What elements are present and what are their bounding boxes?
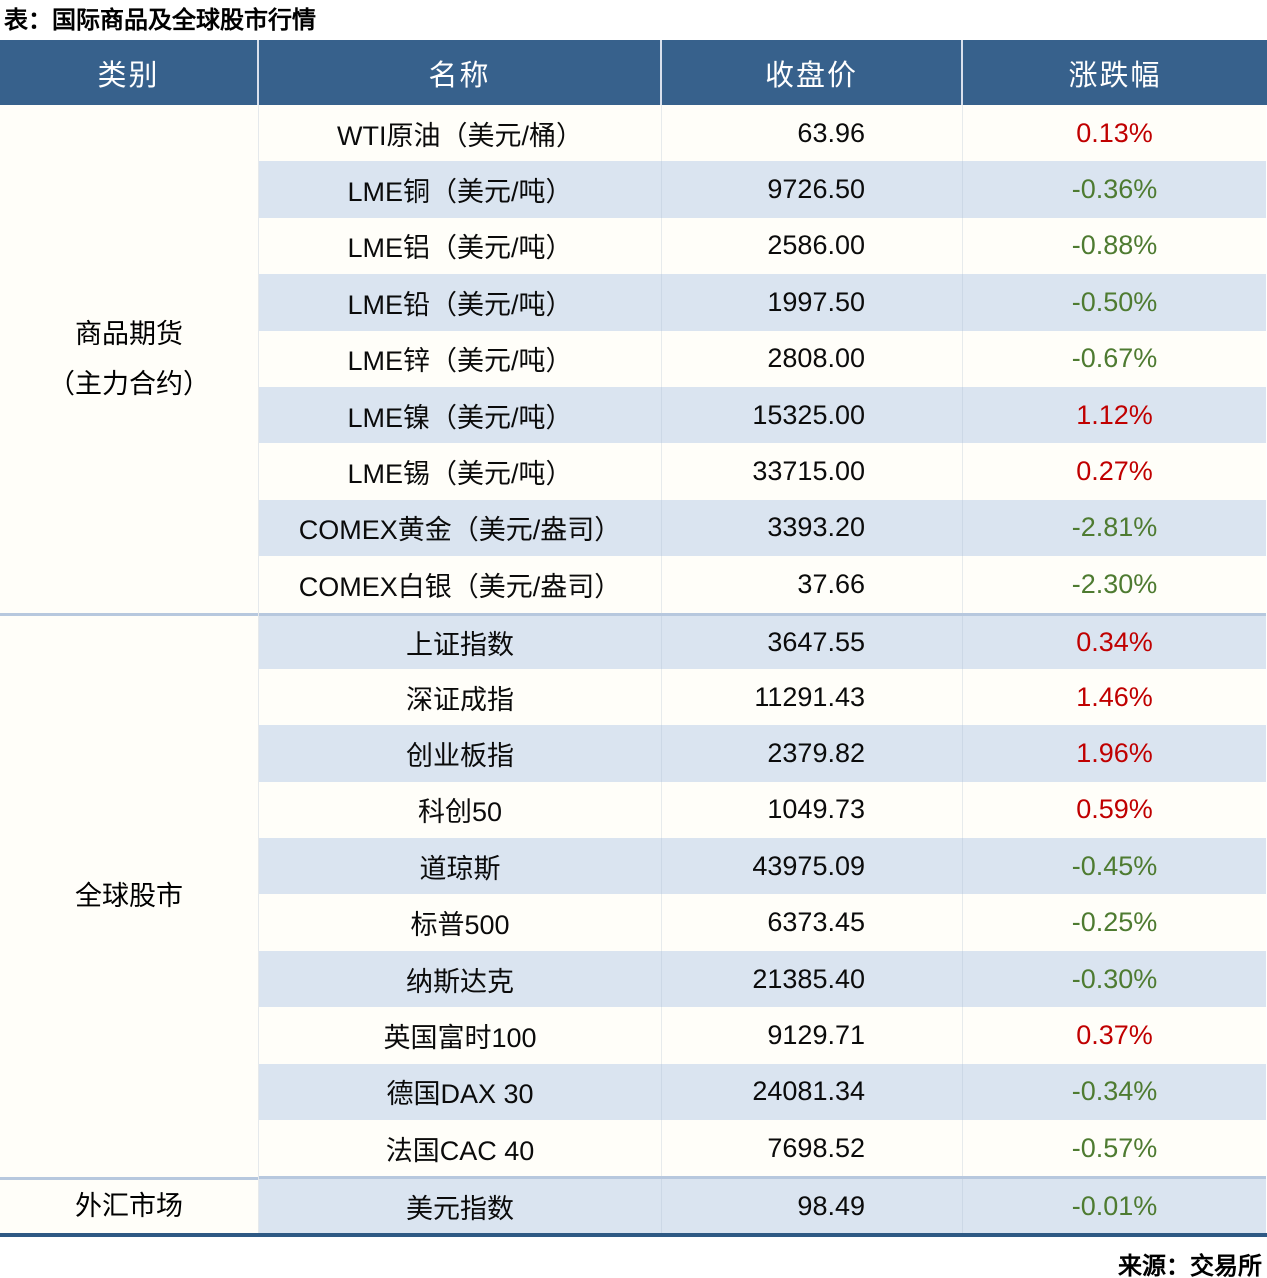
close-price-value: 37.66 <box>662 556 963 613</box>
table-row: 美元指数 98.49 -0.01% <box>259 1176 1266 1233</box>
table-title: 表：国际商品及全球股市行情 <box>4 7 316 34</box>
table-row: LME锌（美元/吨） 2808.00 -0.67% <box>259 330 1266 387</box>
instrument-name: 法国CAC 40 <box>259 1120 662 1177</box>
table-row: LME铅（美元/吨） 1997.50 -0.50% <box>259 274 1266 331</box>
change-percent-value: -0.30% <box>1071 963 1158 994</box>
close-price-value: 21385.40 <box>662 950 963 1008</box>
close-price-value: 33715.00 <box>662 443 963 500</box>
instrument-name: 英国富时100 <box>259 1007 662 1064</box>
change-percent-value: -0.34% <box>1071 1076 1158 1107</box>
table-row: 标普500 6373.45 -0.25% <box>259 894 1266 951</box>
table-body: 商品期货 （主力合约） 全球股市外汇市场 WTI原油（美元/桶） 63.96 0.1… <box>0 105 1267 1237</box>
close-price-value: 9129.71 <box>662 1007 963 1064</box>
table-row: WTI原油（美元/桶） 63.96 0.13% <box>259 105 1266 162</box>
table-row: 科创50 1049.73 0.59% <box>259 781 1266 839</box>
market-table: 类别 名称 收盘价 涨跌幅 商品期货 （主力合约） 全球股市外汇市场 WTI原油（美… <box>0 40 1267 1237</box>
change-percent-value: -0.50% <box>1071 286 1158 317</box>
change-percent-value: 1.46% <box>1076 681 1153 712</box>
category-column: 商品期货 （主力合约） 全球股市外汇市场 <box>0 105 259 1233</box>
table-row: 道琼斯 43975.09 -0.45% <box>259 838 1266 895</box>
table-row: 创业板指 2379.82 1.96% <box>259 725 1266 782</box>
change-percent-value: -0.01% <box>1071 1190 1158 1221</box>
instrument-name: LME锡（美元/吨） <box>259 443 662 500</box>
change-percent-value: 0.34% <box>1076 626 1153 657</box>
change-percent-value: 0.13% <box>1076 117 1153 148</box>
change-percent-value: -2.81% <box>1071 512 1158 543</box>
close-price-value: 7698.52 <box>662 1120 963 1177</box>
header-name: 名称 <box>259 40 662 105</box>
instrument-name: LME铜（美元/吨） <box>259 161 662 218</box>
table-row: 法国CAC 40 7698.52 -0.57% <box>259 1120 1266 1177</box>
change-percent-value: -0.45% <box>1071 850 1158 881</box>
close-price-value: 3393.20 <box>662 499 963 557</box>
table-row: 纳斯达克 21385.40 -0.30% <box>259 950 1266 1008</box>
instrument-name: 创业板指 <box>259 725 662 782</box>
table-row: 上证指数 3647.55 0.34% <box>259 612 1266 669</box>
table-row: 德国DAX 30 24081.34 -0.34% <box>259 1063 1266 1121</box>
category-label-line: （主力合约） <box>48 368 210 399</box>
change-percent-value: 0.37% <box>1076 1019 1153 1050</box>
close-price-value: 9726.50 <box>662 161 963 218</box>
change-percent-value: -0.25% <box>1071 907 1158 938</box>
category-label-line: 商品期货 <box>75 318 183 349</box>
change-percent-value: -0.57% <box>1071 1132 1158 1163</box>
close-price-value: 2808.00 <box>662 330 963 387</box>
instrument-name: 上证指数 <box>259 615 662 669</box>
close-price-value: 98.49 <box>662 1179 963 1233</box>
change-percent-value: 1.96% <box>1076 737 1153 768</box>
table-row: 深证成指 11291.43 1.46% <box>259 668 1266 726</box>
close-price-value: 24081.34 <box>662 1063 963 1121</box>
close-price-value: 63.96 <box>662 105 963 162</box>
close-price-value: 1997.50 <box>662 274 963 331</box>
instrument-name: 科创50 <box>259 781 662 839</box>
instrument-name: LME镍（美元/吨） <box>259 386 662 444</box>
close-price-value: 1049.73 <box>662 781 963 839</box>
change-percent-value: -0.88% <box>1071 230 1158 261</box>
instrument-name: 美元指数 <box>259 1179 662 1233</box>
data-rows: WTI原油（美元/桶） 63.96 0.13% LME铜（美元/吨） 9726.… <box>259 105 1266 1233</box>
table-row: LME锡（美元/吨） 33715.00 0.27% <box>259 443 1266 500</box>
close-price-value: 2586.00 <box>662 217 963 275</box>
table-header-row: 类别 名称 收盘价 涨跌幅 <box>0 40 1267 105</box>
category-cell: 外汇市场 <box>0 1176 258 1233</box>
change-percent-value: 0.27% <box>1076 456 1153 487</box>
category-label-line: 全球股市 <box>75 881 183 912</box>
change-percent-value: 1.12% <box>1076 399 1153 430</box>
close-price-value: 15325.00 <box>662 386 963 444</box>
close-price-value: 2379.82 <box>662 725 963 782</box>
instrument-name: 纳斯达克 <box>259 950 662 1008</box>
change-percent-value: 0.59% <box>1076 794 1153 825</box>
header-change-percent: 涨跌幅 <box>1068 59 1162 92</box>
close-price-value: 43975.09 <box>662 838 963 895</box>
instrument-name: 标普500 <box>259 894 662 951</box>
change-percent-value: -0.36% <box>1071 174 1158 205</box>
change-percent-value: -2.30% <box>1071 568 1158 599</box>
instrument-name: WTI原油（美元/桶） <box>259 105 662 162</box>
category-cell: 商品期货 （主力合约） <box>0 105 258 613</box>
instrument-name: LME铝（美元/吨） <box>259 217 662 275</box>
category-cell: 全球股市 <box>0 612 258 1177</box>
table-row: COMEX白银（美元/盎司） 37.66 -2.30% <box>259 556 1266 613</box>
instrument-name: 道琼斯 <box>259 838 662 895</box>
instrument-name: LME锌（美元/吨） <box>259 330 662 387</box>
instrument-name: COMEX黄金（美元/盎司） <box>259 499 662 557</box>
close-price-value: 6373.45 <box>662 894 963 951</box>
header-close-price: 收盘价 <box>662 40 963 105</box>
table-row: LME镍（美元/吨） 15325.00 1.12% <box>259 386 1266 444</box>
change-percent-value: -0.67% <box>1071 343 1158 374</box>
header-category: 类别 <box>0 40 259 105</box>
close-price-value: 3647.55 <box>662 615 963 669</box>
instrument-name: LME铅（美元/吨） <box>259 274 662 331</box>
source-note: 来源：交易所 <box>1118 1252 1262 1278</box>
instrument-name: 德国DAX 30 <box>259 1063 662 1121</box>
table-row: LME铜（美元/吨） 9726.50 -0.36% <box>259 161 1266 218</box>
category-label-line: 外汇市场 <box>75 1191 183 1222</box>
instrument-name: 深证成指 <box>259 668 662 726</box>
instrument-name: COMEX白银（美元/盎司） <box>259 556 662 613</box>
close-price-value: 11291.43 <box>662 668 963 726</box>
table-row: LME铝（美元/吨） 2586.00 -0.88% <box>259 217 1266 275</box>
table-row: 英国富时100 9129.71 0.37% <box>259 1007 1266 1064</box>
table-row: COMEX黄金（美元/盎司） 3393.20 -2.81% <box>259 499 1266 557</box>
